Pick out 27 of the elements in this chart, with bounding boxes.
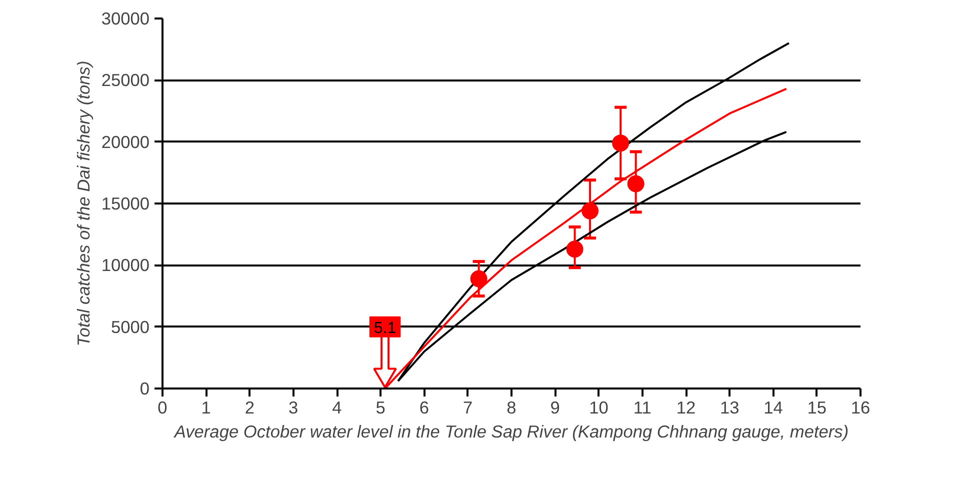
x-tick-label: 10 [589, 398, 608, 418]
y-axis-title: Total catches of the Dai fishery (tons) [73, 60, 94, 346]
y-tick-label: 0 [140, 378, 150, 398]
x-tick-label: 12 [676, 398, 696, 418]
x-tick-label: 13 [720, 398, 740, 418]
y-tick-label: 10000 [101, 255, 150, 276]
y-tick-label: 15000 [101, 194, 150, 214]
x-tick-label: 8 [506, 398, 516, 418]
x-tick-label: 1 [201, 398, 211, 418]
x-tick-label: 0 [158, 398, 168, 418]
annotation: 5.1 [374, 320, 396, 337]
y-tick-label: 25000 [101, 70, 150, 90]
x-tick-label: 11 [633, 398, 652, 418]
x-tick-label: 2 [244, 398, 255, 418]
x-tick-label: 3 [288, 398, 298, 418]
x-tick-label: 15 [807, 398, 827, 418]
x-tick-label: 9 [550, 398, 560, 418]
x-tick-label: 6 [419, 398, 430, 418]
x-tick-label: 16 [850, 398, 870, 418]
x-tick-label: 14 [764, 398, 784, 418]
x-tick-label: 5 [376, 398, 386, 418]
y-tick-label: 20000 [101, 132, 150, 152]
y-tick-label: 5000 [110, 316, 150, 337]
x-tick-label: 7 [463, 398, 473, 418]
x-axis-title: Average October water level in the Tonle Sap River (Kampong Chhnang gauge, meters) [173, 422, 849, 442]
y-tick-label: 30000 [101, 8, 150, 28]
x-tick-label: 4 [332, 398, 342, 418]
